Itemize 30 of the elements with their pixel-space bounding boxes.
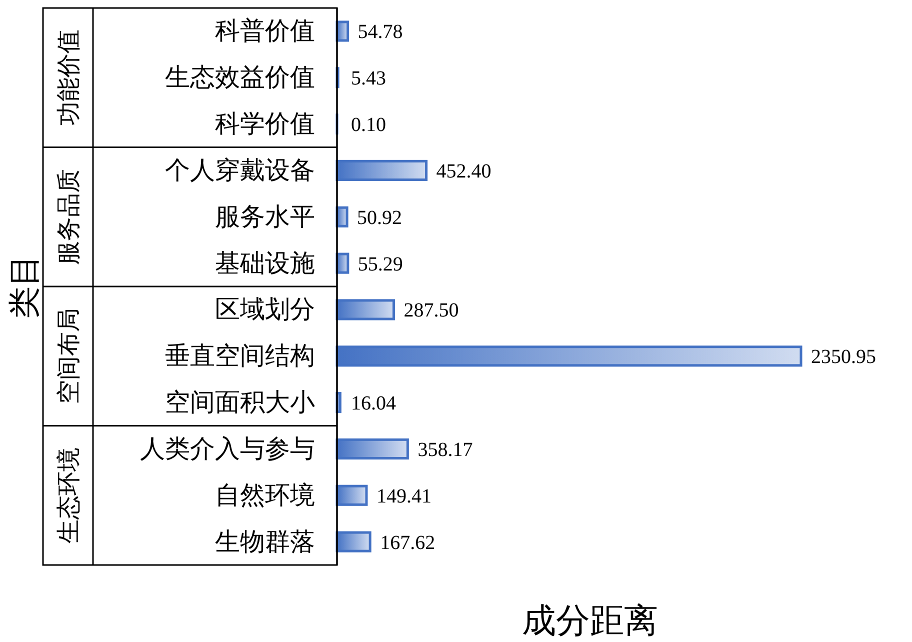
y-tick-label: 区域划分 [215,296,315,324]
data-label: 16.04 [351,392,396,415]
data-label: 55.29 [358,253,403,276]
y-tick-label: 自然环境 [215,481,315,510]
data-label: 287.50 [404,300,459,322]
data-label: 2350.95 [811,346,876,368]
text: 服务品质 [56,168,82,265]
y-tick-label: 人类介入与参与 [140,436,315,463]
y-axis-title: 类目 [6,254,42,318]
data-label: 50.92 [357,206,402,229]
y-tick-label: 空间面积大小 [165,388,315,417]
data-label: 452.40 [436,160,492,182]
y-tick-label: 垂直空间结构 [165,342,315,370]
data-label: 358.17 [418,438,473,461]
text: 空间布局 [55,308,82,404]
text: 功能价值 [56,30,82,126]
y-tick-label: 生态效益价值 [165,64,315,92]
data-label: 167.62 [380,532,436,554]
data-label: 149.41 [376,485,432,508]
x-axis-title: 成分距离 [522,603,658,640]
y-tick-label: 基础设施 [215,250,315,278]
data-label: 0.10 [351,114,386,136]
y-tick-label: 服务水平 [215,204,315,231]
text: 生态环境 [55,447,82,544]
data-label: 54.78 [358,21,403,44]
y-tick-label: 个人穿戴设备 [165,156,315,184]
y-tick-label: 科学价值 [215,111,315,138]
data-label: 5.43 [351,68,386,90]
y-tick-label: 科普价值 [215,17,315,46]
y-tick-label: 生物群落 [215,528,315,556]
